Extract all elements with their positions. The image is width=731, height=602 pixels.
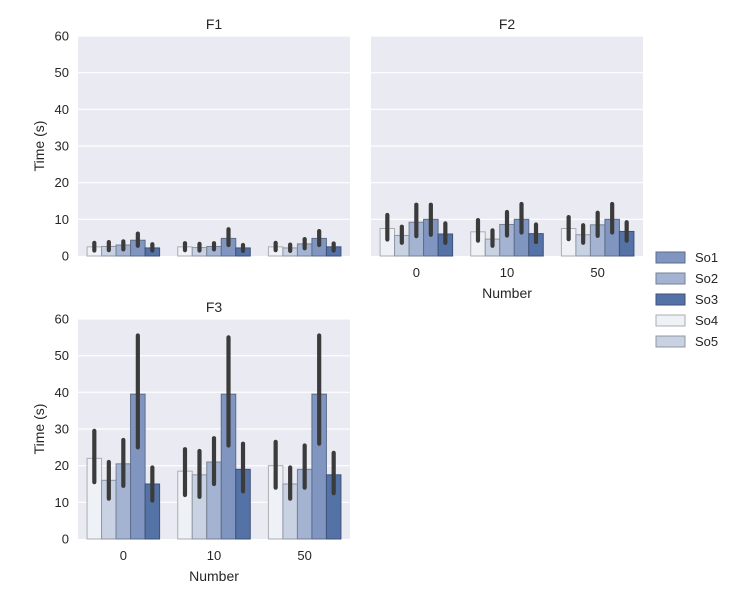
legend-swatch-so3 bbox=[655, 293, 686, 306]
panel-f2-xtick-label: 10 bbox=[500, 265, 514, 280]
legend-swatch-so1 bbox=[655, 251, 686, 264]
panel-f3-ytick-label: 20 bbox=[55, 458, 69, 473]
panel-f1-title: F1 bbox=[206, 16, 223, 32]
panel-f3-xtick-label: 50 bbox=[297, 548, 311, 563]
panel-f3-ytick-label: 40 bbox=[55, 385, 69, 400]
legend-label-so4: So4 bbox=[695, 313, 718, 328]
panel-f3-ytick-label: 50 bbox=[55, 348, 69, 363]
panel-f3-ytick-label: 30 bbox=[55, 422, 69, 437]
legend-label-so5: So5 bbox=[695, 334, 718, 349]
panel-f3-xlabel: Number bbox=[189, 568, 239, 584]
panel-f1-ylabel: Time (s) bbox=[31, 121, 47, 172]
panel-f3-title: F3 bbox=[206, 299, 223, 315]
panel-f1-ytick-label: 60 bbox=[55, 29, 69, 44]
panel-f3-ytick-label: 60 bbox=[55, 312, 69, 327]
panel-f3-ytick-label: 0 bbox=[62, 532, 69, 547]
panel-f3-ylabel: Time (s) bbox=[31, 404, 47, 455]
panel-f1-ytick-label: 20 bbox=[55, 175, 69, 190]
legend-label-so2: So2 bbox=[695, 271, 718, 286]
panel-f1-ytick-label: 50 bbox=[55, 65, 69, 80]
panel-f3-xtick-label: 10 bbox=[207, 548, 221, 563]
legend-swatch-so5 bbox=[655, 335, 686, 348]
panel-f2-xtick-label: 0 bbox=[413, 265, 420, 280]
panel-f3-xtick-label: 0 bbox=[120, 548, 127, 563]
panel-f1-ytick-label: 0 bbox=[62, 249, 69, 264]
panel-f2-title: F2 bbox=[499, 16, 516, 32]
panel-f1-ytick-label: 30 bbox=[55, 139, 69, 154]
legend-label-so3: So3 bbox=[695, 292, 718, 307]
panel-f2-xlabel: Number bbox=[482, 285, 532, 301]
legend-swatch-so2 bbox=[655, 272, 686, 285]
legend-label-so1: So1 bbox=[695, 250, 718, 265]
panel-f1-ytick-label: 10 bbox=[55, 212, 69, 227]
panel-f2-xtick-label: 50 bbox=[590, 265, 604, 280]
panel-f3-ytick-label: 10 bbox=[55, 495, 69, 510]
legend-swatch-so4 bbox=[655, 314, 686, 327]
panel-f1-ytick-label: 40 bbox=[55, 102, 69, 117]
